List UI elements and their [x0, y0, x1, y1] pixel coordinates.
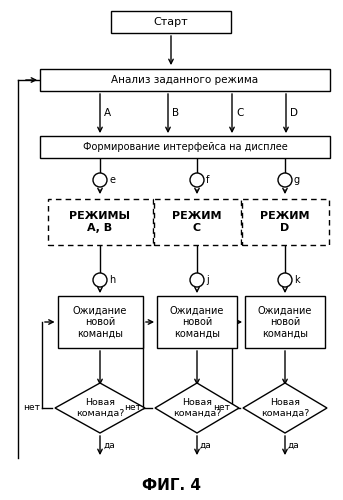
Bar: [40, 136, 330, 158]
Text: нет: нет: [124, 404, 141, 412]
Text: C: C: [236, 108, 244, 118]
Text: j: j: [206, 275, 209, 285]
Text: A: A: [104, 108, 111, 118]
Bar: [241, 199, 329, 245]
Circle shape: [93, 173, 107, 187]
Text: Анализ заданного режима: Анализ заданного режима: [111, 75, 259, 85]
Text: Ожидание
новой
команды: Ожидание новой команды: [258, 306, 312, 338]
Bar: [111, 11, 231, 33]
Text: Формирование интерфейса на дисплее: Формирование интерфейса на дисплее: [83, 142, 287, 152]
Text: Новая
команда?: Новая команда?: [173, 398, 221, 417]
Text: нет: нет: [23, 404, 40, 412]
Circle shape: [190, 173, 204, 187]
Bar: [58, 296, 142, 348]
Bar: [157, 296, 237, 348]
Text: Ожидание
новой
команды: Ожидание новой команды: [170, 306, 224, 338]
Circle shape: [278, 173, 292, 187]
Bar: [47, 199, 153, 245]
Text: РЕЖИМ
D: РЕЖИМ D: [260, 211, 310, 233]
Bar: [154, 199, 240, 245]
Polygon shape: [55, 383, 145, 433]
Bar: [40, 69, 330, 91]
Text: Ожидание
новой
команды: Ожидание новой команды: [73, 306, 127, 338]
Text: k: k: [294, 275, 300, 285]
Circle shape: [93, 273, 107, 287]
Polygon shape: [155, 383, 239, 433]
Text: B: B: [172, 108, 179, 118]
Bar: [245, 296, 325, 348]
Text: g: g: [294, 175, 300, 185]
Text: да: да: [103, 441, 115, 450]
Text: Старт: Старт: [154, 17, 188, 27]
Text: D: D: [290, 108, 298, 118]
Text: РЕЖИМ
С: РЕЖИМ С: [172, 211, 222, 233]
Text: Новая
команда?: Новая команда?: [76, 398, 124, 417]
Circle shape: [190, 273, 204, 287]
Text: e: e: [109, 175, 115, 185]
Text: f: f: [206, 175, 209, 185]
Text: ФИГ. 4: ФИГ. 4: [142, 478, 201, 492]
Text: РЕЖИМЫ
А, В: РЕЖИМЫ А, В: [70, 211, 130, 233]
Text: да: да: [288, 441, 300, 450]
Polygon shape: [243, 383, 327, 433]
Text: Новая
команда?: Новая команда?: [261, 398, 309, 417]
Circle shape: [278, 273, 292, 287]
Text: нет: нет: [213, 404, 230, 412]
Text: h: h: [109, 275, 115, 285]
Text: да: да: [200, 441, 212, 450]
